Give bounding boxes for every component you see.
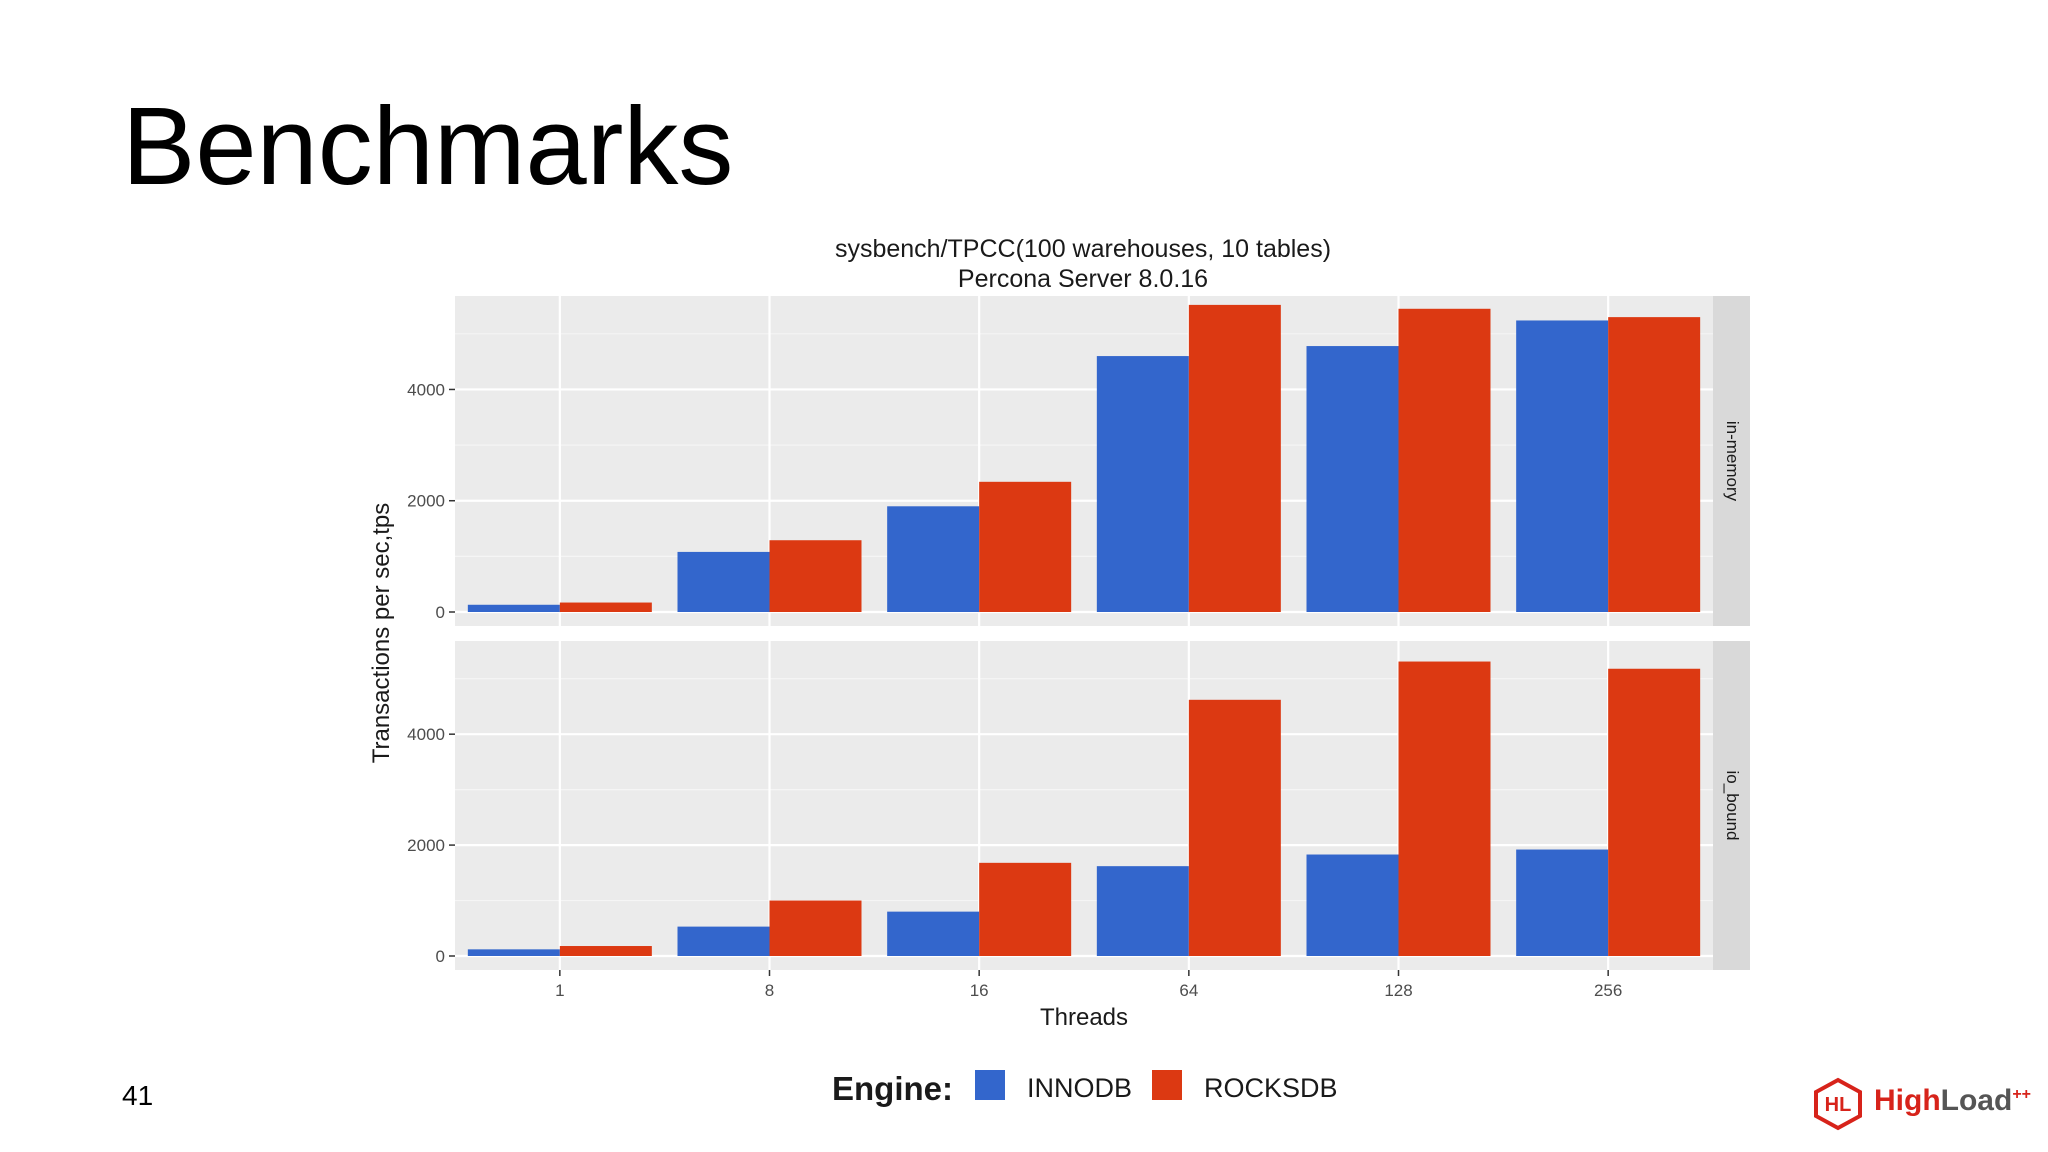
y-axis-label: Transactions per sec,tps: [368, 503, 395, 764]
panel-background: [455, 641, 1713, 970]
bar-io_bound-innodb-64: [1096, 866, 1189, 956]
x-tick-label: 1: [555, 981, 564, 1000]
x-tick-label: 16: [970, 981, 989, 1000]
y-tick-label: 4000: [407, 380, 445, 399]
y-tick-label: 0: [436, 947, 445, 966]
bar-in-memory-innodb-128: [1306, 346, 1399, 612]
bar-io_bound-innodb-1: [467, 949, 560, 956]
legend-swatch-rocksdb: [1152, 1070, 1182, 1100]
highload-logo-icon: HL: [1814, 1077, 1862, 1131]
bar-io_bound-rocksdb-16: [979, 862, 1072, 956]
facet-strip-label: in-memory: [1723, 421, 1742, 502]
page-number: 41: [122, 1080, 154, 1111]
bar-in-memory-innodb-1: [467, 604, 560, 612]
legend-title: Engine:: [832, 1070, 953, 1107]
bar-io_bound-rocksdb-64: [1188, 699, 1281, 956]
bar-in-memory-rocksdb-16: [979, 481, 1072, 612]
x-tick-label: 64: [1179, 981, 1198, 1000]
bar-in-memory-rocksdb-256: [1608, 317, 1701, 612]
chart-title: sysbench/TPCC(100 warehouses, 10 tables): [835, 235, 1331, 263]
y-tick-label: 0: [436, 603, 445, 622]
chart-layer: sysbench/TPCC(100 warehouses, 10 tables)…: [368, 235, 1750, 1107]
bar-io_bound-rocksdb-256: [1608, 668, 1701, 956]
slide-title: Benchmarks: [122, 85, 734, 208]
x-tick-label: 256: [1594, 981, 1622, 1000]
y-tick-label: 2000: [407, 492, 445, 511]
facet-strip-label: io_bound: [1723, 771, 1742, 841]
bar-io_bound-rocksdb-128: [1398, 661, 1491, 956]
logo-text: HighLoad++: [1874, 1084, 2031, 1118]
logo-superscript: ++: [2012, 1086, 2032, 1103]
y-tick-label: 2000: [407, 836, 445, 855]
bar-in-memory-innodb-256: [1516, 320, 1609, 612]
panel-background: [455, 296, 1713, 626]
facet-strip: [1713, 296, 1750, 626]
bar-in-memory-innodb-8: [677, 551, 770, 612]
bar-in-memory-rocksdb-1: [559, 602, 652, 612]
bar-in-memory-rocksdb-64: [1188, 304, 1281, 612]
bar-io_bound-rocksdb-1: [559, 946, 652, 956]
bar-in-memory-innodb-64: [1096, 356, 1189, 612]
bar-in-memory-innodb-16: [887, 506, 980, 612]
bar-io_bound-innodb-8: [677, 926, 770, 956]
highload-logo: HL HighLoad++: [1808, 1076, 2031, 1132]
bar-in-memory-rocksdb-8: [769, 540, 862, 612]
legend-label-rocksdb: ROCKSDB: [1204, 1073, 1338, 1103]
logo-mark: HL: [1825, 1094, 1852, 1116]
bar-io_bound-innodb-256: [1516, 849, 1609, 956]
logo-text-high: High: [1874, 1084, 1941, 1117]
logo-text-load: Load: [1940, 1084, 2013, 1117]
x-axis-label: Threads: [1040, 1004, 1128, 1031]
legend-swatch-innodb: [975, 1070, 1005, 1100]
bar-io_bound-innodb-128: [1306, 854, 1399, 956]
bar-io_bound-innodb-16: [887, 911, 980, 956]
chart-subtitle: Percona Server 8.0.16: [958, 265, 1208, 293]
legend-label-innodb: INNODB: [1027, 1073, 1132, 1103]
facet-strip: [1713, 641, 1750, 970]
x-tick-label: 128: [1384, 981, 1412, 1000]
bar-io_bound-rocksdb-8: [769, 900, 862, 956]
bar-in-memory-rocksdb-128: [1398, 308, 1491, 612]
y-tick-label: 4000: [407, 725, 445, 744]
x-tick-label: 8: [765, 981, 774, 1000]
